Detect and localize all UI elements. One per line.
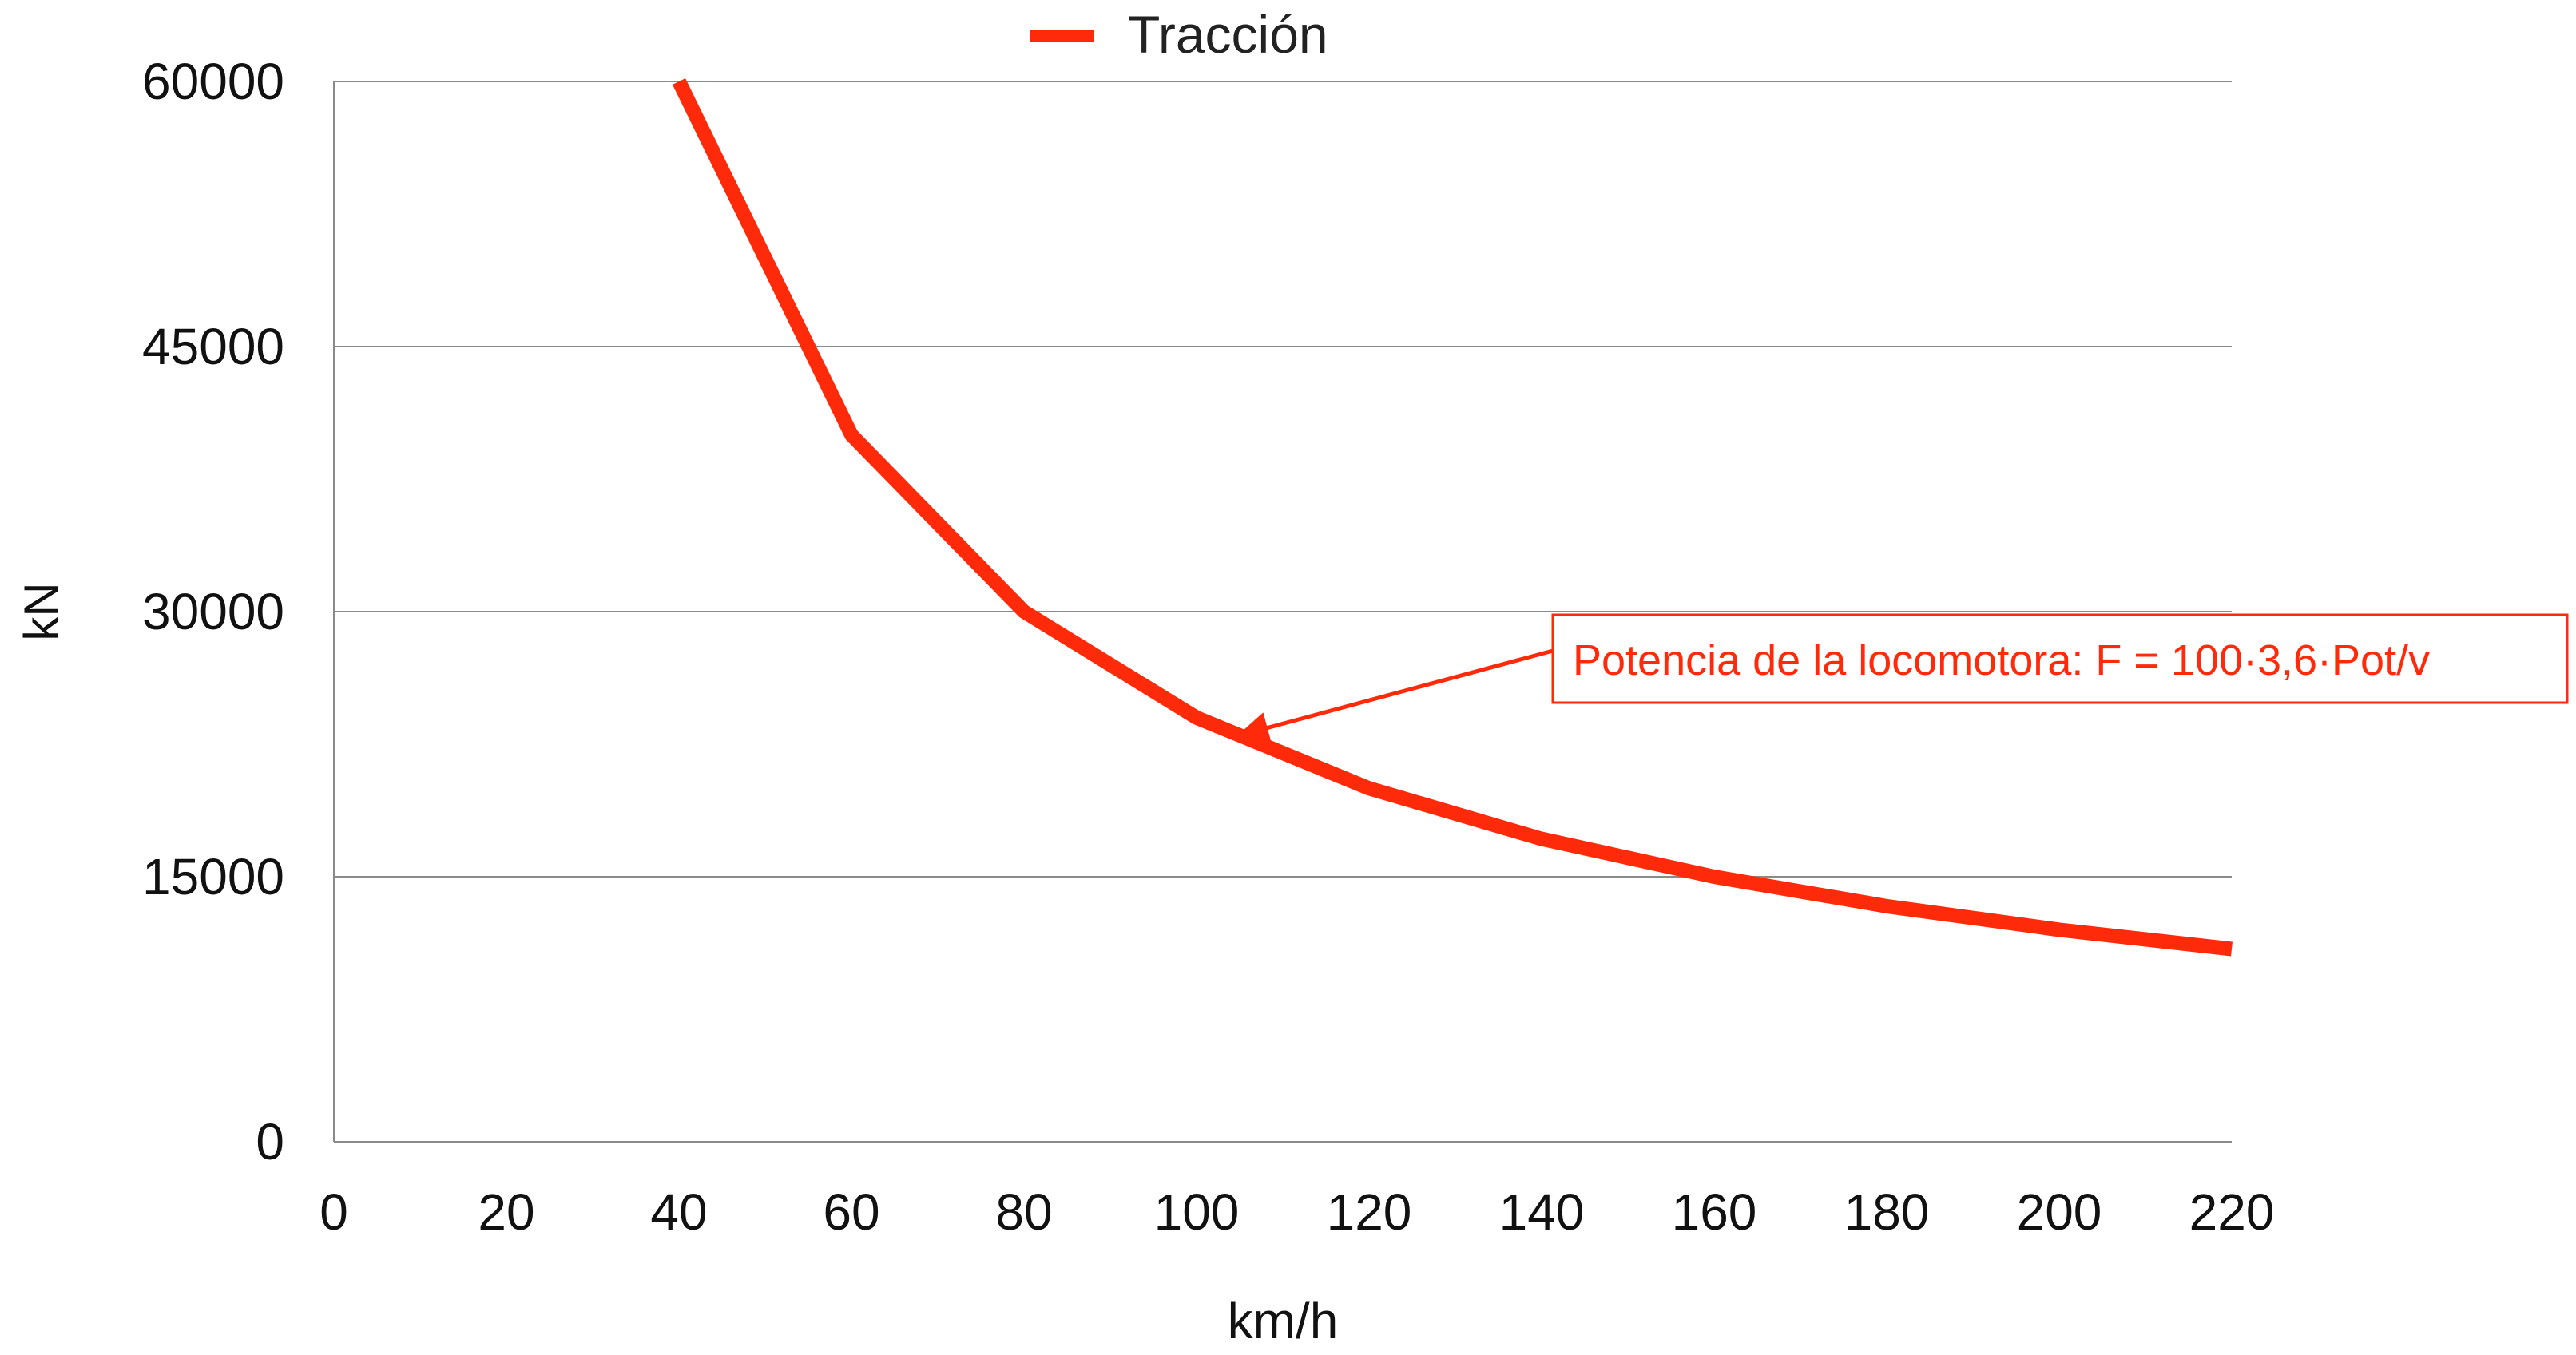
x-tick-label-200: 200 bbox=[2017, 1183, 2102, 1241]
x-tick-label-180: 180 bbox=[1844, 1183, 1930, 1241]
axes bbox=[333, 81, 2232, 1143]
x-tick-labels: 0 20 40 60 80 100 120 140 160 180 200 220 bbox=[320, 1183, 2274, 1241]
x-tick-label-80: 80 bbox=[995, 1183, 1052, 1241]
legend-label: Tracción bbox=[1128, 5, 1328, 64]
x-tick-label-20: 20 bbox=[478, 1183, 534, 1241]
y-axis-label: kN bbox=[14, 582, 68, 640]
x-tick-label-120: 120 bbox=[1327, 1183, 1412, 1241]
x-tick-label-0: 0 bbox=[320, 1183, 348, 1241]
x-tick-label-100: 100 bbox=[1154, 1183, 1240, 1241]
y-tick-labels: 0 15000 30000 45000 60000 bbox=[142, 53, 284, 1171]
x-axis-label: km/h bbox=[1228, 1292, 1339, 1349]
x-tick-label-60: 60 bbox=[823, 1183, 879, 1241]
x-tick-label-140: 140 bbox=[1499, 1183, 1585, 1241]
annotation-arrow bbox=[1236, 648, 1554, 743]
y-tick-label-60000: 60000 bbox=[142, 53, 284, 110]
y-tick-label-15000: 15000 bbox=[142, 848, 284, 905]
x-tick-label-40: 40 bbox=[650, 1183, 707, 1241]
series-line-0 bbox=[672, 78, 2233, 957]
annotation-text: Potencia de la locomotora: F = 100·3,6·P… bbox=[1573, 636, 2430, 684]
y-tick-label-30000: 30000 bbox=[142, 583, 284, 640]
legend: Tracción bbox=[1030, 5, 1328, 64]
y-tick-label-0: 0 bbox=[256, 1113, 284, 1171]
annotation: Potencia de la locomotora: F = 100·3,6·P… bbox=[1236, 613, 2569, 743]
annotation-box bbox=[1551, 613, 2569, 704]
x-tick-label-220: 220 bbox=[2189, 1183, 2275, 1241]
y-tick-label-45000: 45000 bbox=[142, 318, 284, 375]
x-tick-label-160: 160 bbox=[1672, 1183, 1757, 1241]
gridlines bbox=[334, 81, 2232, 878]
series-layer bbox=[672, 78, 2233, 957]
